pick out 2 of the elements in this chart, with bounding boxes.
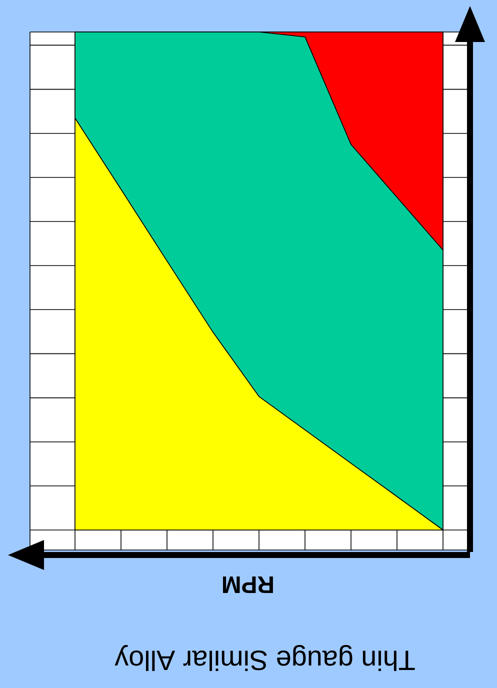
text: Thin gauge Similar Alloy [114, 645, 415, 671]
x-axis-title: RPM [223, 576, 273, 593]
